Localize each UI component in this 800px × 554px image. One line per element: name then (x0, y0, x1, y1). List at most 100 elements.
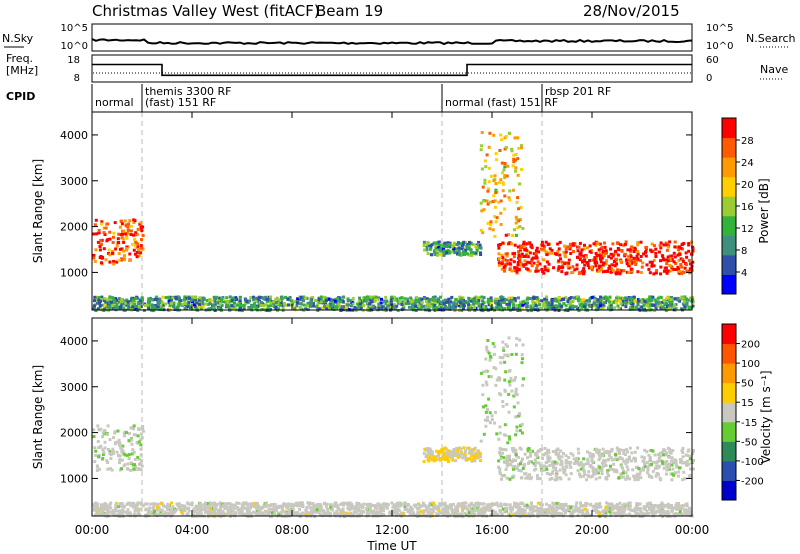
scatter-cell (95, 295, 99, 299)
scatter-cell (502, 301, 506, 304)
scatter-cell (118, 454, 122, 458)
scatter-cell (619, 259, 623, 263)
scatter-cell (514, 352, 518, 356)
scatter-cell (613, 264, 617, 268)
scatter-cell (220, 304, 224, 307)
scatter-cell (341, 300, 345, 304)
scatter-cell (468, 448, 472, 452)
scatter-cell (136, 434, 140, 438)
scatter-cell (512, 255, 516, 259)
scatter-cell (580, 301, 584, 305)
scatter-cell (383, 299, 387, 303)
scatter-cell (547, 242, 550, 246)
scatter-cell (136, 501, 140, 505)
scatter-cell (117, 438, 121, 442)
scatter-cell (488, 300, 492, 304)
scatter-cell (469, 299, 473, 303)
scatter-cell (603, 245, 607, 249)
scatter-cell (453, 450, 457, 454)
scatter-cell (247, 510, 251, 514)
scatter-cell (465, 301, 469, 305)
scatter-cell (184, 296, 188, 300)
scatter-cell (585, 508, 589, 512)
scatter-cell (547, 262, 551, 266)
scatter-cell (602, 296, 606, 300)
scatter-cell (684, 297, 688, 301)
scatter-cell (481, 231, 485, 235)
scatter-cell (508, 503, 512, 507)
scatter-cell (677, 501, 680, 505)
scatter-cell (101, 431, 105, 435)
scatter-cell (108, 260, 112, 264)
scatter-cell (506, 441, 510, 445)
scatter-cell (680, 272, 683, 276)
scatter-cell (641, 261, 645, 265)
scatter-cell (177, 502, 181, 506)
scatter-cell (439, 249, 443, 253)
scatter-cell (626, 501, 630, 505)
scatter-cell (676, 265, 680, 269)
scatter-cell (647, 267, 651, 271)
scatter-cell (100, 303, 104, 307)
scatter-cell (517, 253, 521, 257)
scatter-cell (299, 305, 302, 309)
scatter-cell (513, 266, 517, 270)
scatter-cell (550, 301, 554, 305)
scatter-cell (273, 505, 277, 509)
scatter-cell (384, 302, 388, 306)
scatter-cell (273, 503, 277, 507)
scatter-cell (108, 253, 112, 257)
scatter-cell (495, 512, 498, 516)
scatter-cell (597, 269, 601, 273)
scatter-cell (211, 510, 215, 514)
scatter-cell (468, 511, 471, 515)
scatter-cell (415, 299, 419, 303)
scatter-cell (445, 298, 449, 302)
scatter-cell (225, 296, 229, 300)
scatter-cell (513, 501, 517, 505)
scatter-cell (248, 512, 252, 515)
scatter-cell (106, 424, 110, 428)
scatter-cell (479, 459, 483, 463)
scatter-cell (519, 306, 522, 310)
scatter-cell (605, 269, 609, 273)
scatter-cell (351, 302, 355, 306)
scatter-cell (629, 508, 633, 512)
scatter-cell (124, 301, 128, 305)
scatter-cell (160, 301, 164, 305)
scatter-cell (136, 227, 140, 231)
scatter-cell (217, 296, 221, 300)
scatter-cell (102, 231, 106, 235)
scatter-cell (307, 501, 311, 505)
scatter-cell (588, 299, 591, 303)
scatter-cell (672, 260, 676, 264)
scatter-cell (162, 303, 166, 307)
scatter-cell (655, 269, 659, 273)
scatter-cell (525, 503, 529, 507)
scatter-cell (104, 226, 108, 230)
scatter-cell (590, 268, 594, 272)
scatter-cell (213, 509, 217, 513)
scatter-cell (156, 305, 160, 309)
scatter-cell (376, 298, 380, 302)
scatter-cell (583, 305, 586, 309)
scatter-cell (432, 306, 436, 310)
scatter-cell (470, 253, 474, 257)
scatter-cell (342, 503, 345, 507)
scatter-cell (501, 171, 504, 175)
scatter-cell (108, 300, 112, 304)
scatter-cell (525, 306, 528, 310)
scatter-cell (564, 255, 568, 259)
scatter-cell (643, 465, 647, 468)
scatter-cell (280, 504, 284, 508)
scatter-cell (97, 229, 101, 232)
scatter-cell (446, 508, 450, 512)
scatter-cell (140, 246, 144, 250)
scatter-cell (625, 258, 628, 262)
scatter-cell (99, 239, 103, 242)
scatter-cell (554, 513, 558, 517)
scatter-cell (434, 299, 438, 302)
scatter-cell (678, 299, 682, 303)
frequency-left-tick-bottom: 8 (74, 73, 80, 84)
scatter-cell (515, 271, 519, 275)
